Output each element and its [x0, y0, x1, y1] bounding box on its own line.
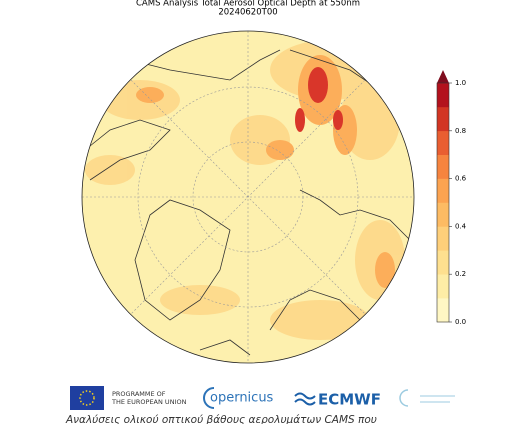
colorbar-frame	[436, 82, 450, 323]
colorbar-tick-label: 0.0	[455, 318, 466, 326]
map-title: CAMS Analysis Total Aerosol Optical Dept…	[136, 0, 360, 9]
eu-text: PROGRAMME OF	[112, 390, 166, 398]
copernicus-c	[203, 387, 215, 409]
colorbar-tick-label: 1.0	[455, 79, 466, 87]
colorbar-bin	[437, 178, 449, 203]
map-disk	[82, 31, 414, 363]
ecmwf-mark	[294, 392, 316, 406]
colorbar: 0.0 0.2 0.4 0.6 0.8 1.0	[436, 70, 467, 326]
colorbar-bin	[437, 83, 449, 108]
colorbar-extend	[437, 70, 449, 83]
colorbar-bin	[437, 298, 449, 323]
colorbar-tick-label: 0.2	[455, 270, 466, 278]
colorbar-tick-label: 0.6	[455, 175, 467, 183]
colorbar-bin	[437, 202, 449, 227]
colorbar-bin	[437, 130, 449, 155]
caption: Αναλύσεις ολικού οπτικού βάθους αερολυμά…	[65, 414, 377, 424]
colorbar-bin	[437, 274, 449, 299]
colorbar-bin	[437, 154, 449, 179]
colorbar-bin	[437, 250, 449, 275]
ecmwf-text: ECMWF	[318, 391, 381, 409]
eu-text: THE EUROPEAN UNION	[111, 398, 187, 406]
colorbar-bin	[437, 106, 449, 132]
colorbar-tick-label: 0.8	[455, 127, 466, 135]
colorbar-bin	[437, 226, 449, 251]
partner-logo	[399, 389, 455, 407]
eu-logo	[70, 386, 104, 410]
map-border	[81, 30, 415, 364]
map-date: 20240620T00	[218, 8, 277, 18]
copernicus-text: opernicus	[210, 391, 274, 406]
colorbar-tick-label: 0.4	[455, 222, 467, 230]
